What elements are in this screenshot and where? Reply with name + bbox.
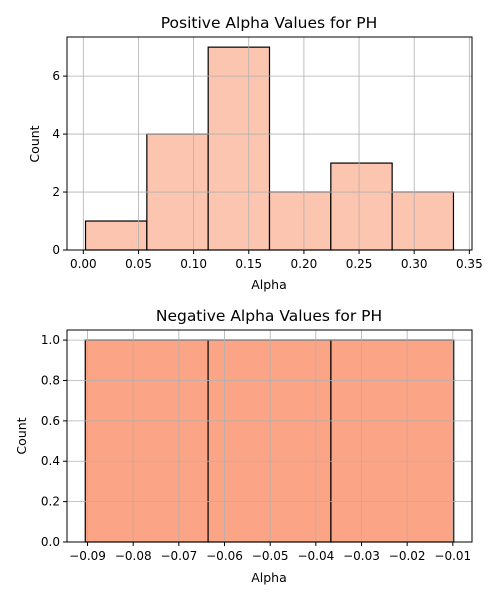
x-tick-label: 0.00 bbox=[70, 257, 97, 271]
x-tick-label: 0.25 bbox=[346, 257, 373, 271]
y-tick-label: 4 bbox=[52, 127, 60, 141]
x-tick-label: 0.15 bbox=[235, 257, 262, 271]
y-axis-label: Count bbox=[14, 417, 29, 454]
x-tick-label: −0.04 bbox=[297, 549, 334, 563]
x-tick-label: 0.10 bbox=[180, 257, 207, 271]
y-tick-label: 2 bbox=[52, 185, 60, 199]
bars bbox=[84, 339, 455, 543]
y-tick-label: 0.8 bbox=[41, 373, 60, 387]
x-tick-label: 0.05 bbox=[125, 257, 152, 271]
x-tick-label: 0.35 bbox=[456, 257, 483, 271]
y-ticks: 0.0 0.2 0.4 0.6 0.8 1.0 bbox=[41, 333, 67, 549]
bars bbox=[84, 46, 455, 251]
x-tick-label: −0.09 bbox=[69, 549, 106, 563]
x-tick-label: −0.03 bbox=[343, 549, 380, 563]
histogram-bar bbox=[391, 191, 455, 251]
chart-title: Positive Alpha Values for PH bbox=[161, 14, 378, 32]
x-tick-label: −0.01 bbox=[434, 549, 471, 563]
y-tick-label: 0.2 bbox=[41, 495, 60, 509]
y-axis-label: Count bbox=[27, 125, 42, 162]
y-tick-label: 0.6 bbox=[41, 414, 60, 428]
y-tick-label: 0.0 bbox=[41, 535, 60, 549]
histogram-bar bbox=[330, 162, 393, 251]
x-tick-label: −0.07 bbox=[160, 549, 197, 563]
positive-alpha-histogram: Positive Alpha Values for PH Alpha Count… bbox=[27, 14, 483, 292]
negative-alpha-histogram: Negative Alpha Values for PH Alpha Count… bbox=[14, 307, 473, 585]
histogram-bar bbox=[207, 46, 271, 251]
axes-frame bbox=[66, 329, 473, 543]
x-tick-label: −0.05 bbox=[252, 549, 289, 563]
histogram-bar bbox=[84, 220, 148, 251]
x-axis-label: Alpha bbox=[251, 277, 287, 292]
y-tick-label: 1.0 bbox=[41, 333, 60, 347]
x-tick-label: −0.08 bbox=[115, 549, 152, 563]
x-tick-label: −0.02 bbox=[389, 549, 426, 563]
x-ticks: 0.00 0.05 0.10 0.15 0.20 0.25 0.30 0.35 bbox=[70, 250, 483, 271]
histogram-bar bbox=[268, 191, 332, 251]
chart-title: Negative Alpha Values for PH bbox=[156, 307, 382, 325]
histogram-bar bbox=[207, 339, 332, 543]
x-ticks: −0.09 −0.08 −0.07 −0.06 −0.05 −0.04 −0.03 −0.02… bbox=[69, 542, 471, 563]
y-ticks: 0 2 4 6 bbox=[52, 69, 67, 257]
y-tick-label: 0 bbox=[52, 243, 60, 257]
x-tick-label: 0.30 bbox=[401, 257, 428, 271]
x-tick-label: 0.20 bbox=[291, 257, 318, 271]
y-tick-label: 0.4 bbox=[41, 454, 60, 468]
y-tick-label: 6 bbox=[52, 69, 60, 83]
histogram-bar bbox=[330, 339, 455, 543]
axes-frame bbox=[66, 36, 473, 251]
histogram-bar bbox=[84, 339, 209, 543]
x-axis-label: Alpha bbox=[251, 570, 287, 585]
x-tick-label: −0.06 bbox=[206, 549, 243, 563]
